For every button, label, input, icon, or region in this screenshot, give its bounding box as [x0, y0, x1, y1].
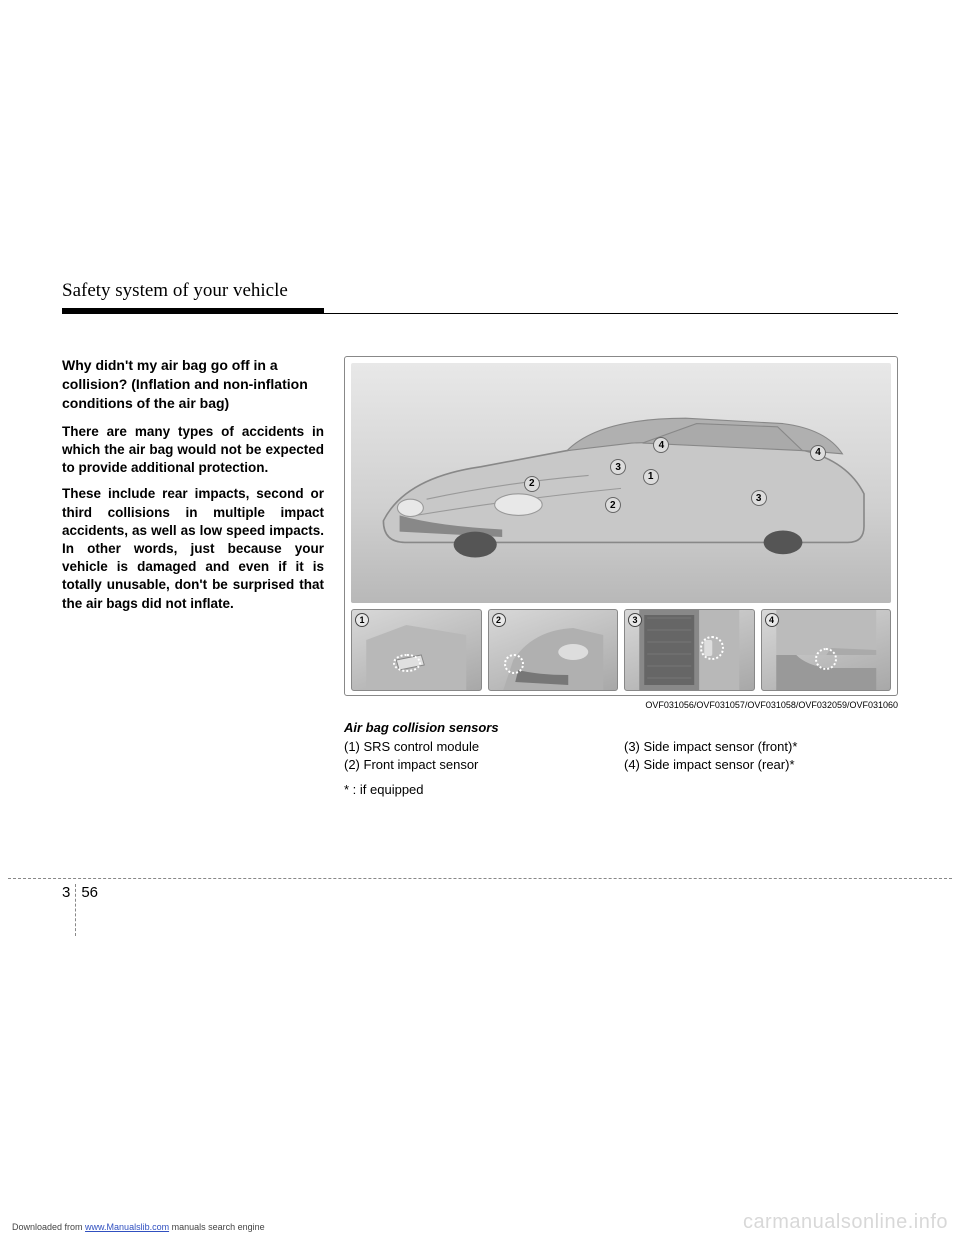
page-number: 56 — [76, 884, 98, 901]
thumb-number: 4 — [765, 613, 779, 627]
watermark: carmanualsonline.info — [743, 1211, 948, 1234]
thumb-number: 1 — [355, 613, 369, 627]
thumbnail-2: 2 — [488, 609, 619, 691]
sensor-highlight-circle — [393, 654, 421, 672]
figure-code: OVF031056/OVF031057/OVF031058/OVF032059/… — [344, 700, 898, 710]
thumb-number: 3 — [628, 613, 642, 627]
thumbnail-3: 3 — [624, 609, 755, 691]
header-underline-thin — [62, 313, 898, 314]
chapter-number: 3 — [62, 884, 76, 936]
callout-marker: 2 — [524, 476, 540, 492]
thumbnail-4: 4 — [761, 609, 892, 691]
sensor-highlight-circle — [504, 654, 524, 674]
caption-item: (2) Front impact sensor — [344, 756, 624, 774]
figure-frame: 1 2 2 3 3 4 4 1 — [344, 356, 898, 696]
car-illustration — [351, 363, 891, 603]
callout-marker: 1 — [643, 469, 659, 485]
body-paragraph: There are many types of accidents in whi… — [62, 423, 324, 478]
thumb-number: 2 — [492, 613, 506, 627]
download-attribution: Downloaded from www.Manualslib.com manua… — [12, 1222, 265, 1232]
caption-item: (4) Side impact sensor (rear)* — [624, 756, 898, 774]
sensor-highlight-circle — [700, 636, 724, 660]
body-paragraph: These include rear impacts, second or th… — [62, 485, 324, 613]
left-column: Why didn't my air bag go off in a collis… — [62, 356, 324, 797]
caption-footnote: * : if equipped — [344, 782, 898, 797]
caption-list: (1) SRS control module (2) Front impact … — [344, 738, 898, 774]
page-footer: 3 56 — [0, 878, 960, 879]
caption-title: Air bag collision sensors — [344, 720, 898, 735]
thumbnail-1: 1 — [351, 609, 482, 691]
caption-item: (3) Side impact sensor (front)* — [624, 738, 898, 756]
main-car-figure: 1 2 2 3 3 4 4 — [351, 363, 891, 603]
attrib-prefix: Downloaded from — [12, 1222, 85, 1232]
page-number-area: 3 56 — [62, 884, 98, 936]
callout-marker: 4 — [810, 445, 826, 461]
attrib-suffix: manuals search engine — [169, 1222, 265, 1232]
section-heading: Safety system of your vehicle — [62, 280, 898, 308]
right-column: 1 2 2 3 3 4 4 1 — [344, 356, 898, 797]
caption-item: (1) SRS control module — [344, 738, 624, 756]
callout-marker: 3 — [751, 490, 767, 506]
content-columns: Why didn't my air bag go off in a collis… — [62, 356, 898, 797]
footer-dotted-line — [8, 878, 952, 879]
subheading: Why didn't my air bag go off in a collis… — [62, 356, 324, 413]
attrib-link[interactable]: www.Manualslib.com — [85, 1222, 169, 1232]
thumbnail-row: 1 2 — [351, 609, 891, 691]
